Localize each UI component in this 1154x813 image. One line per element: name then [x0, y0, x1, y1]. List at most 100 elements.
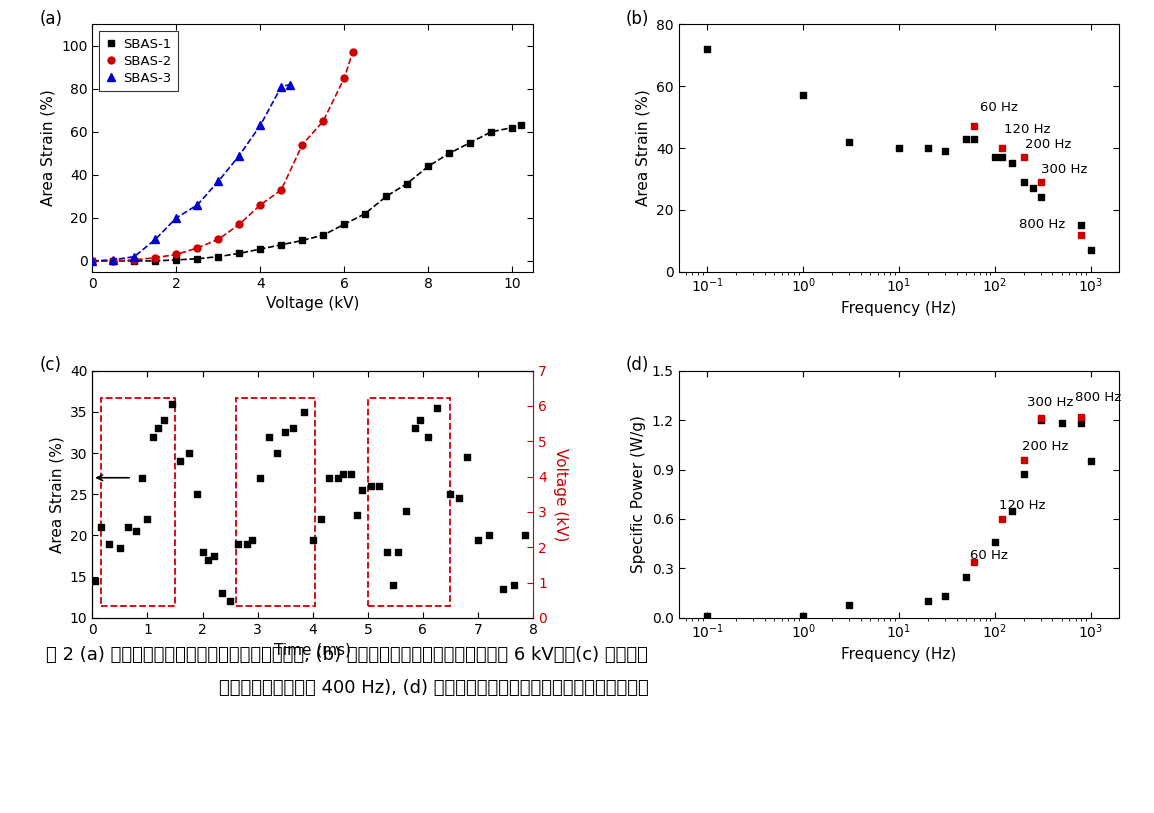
Point — [119, 520, 137, 533]
Point — [111, 541, 129, 554]
SBAS-2 — [254, 200, 268, 210]
SBAS-2 — [295, 140, 309, 150]
Text: 800 Hz: 800 Hz — [1074, 390, 1121, 403]
SBAS-2 — [346, 47, 360, 57]
Point — [1014, 150, 1033, 163]
Point — [1003, 504, 1021, 517]
SBAS-1 — [505, 123, 519, 133]
Point — [268, 446, 286, 459]
SBAS-2 — [211, 234, 225, 244]
Point — [794, 610, 812, 623]
SBAS-2 — [149, 253, 163, 263]
Point — [840, 598, 859, 611]
Text: (d): (d) — [625, 356, 649, 374]
Point — [890, 141, 908, 154]
SBAS-1 — [358, 209, 372, 219]
SBAS-1 — [211, 252, 225, 262]
Point — [369, 480, 388, 493]
Text: 60 Hz: 60 Hz — [969, 549, 1007, 562]
Point — [1072, 411, 1091, 424]
SBAS-3 — [170, 213, 183, 223]
Line: SBAS-1: SBAS-1 — [90, 123, 523, 263]
Point — [986, 536, 1004, 549]
Point — [212, 587, 231, 600]
Point — [427, 401, 445, 414]
SBAS-1 — [463, 137, 477, 147]
Point — [144, 430, 163, 443]
Point — [342, 467, 360, 480]
Point — [994, 150, 1012, 163]
SBAS-2 — [337, 73, 351, 83]
Point — [238, 537, 256, 550]
SBAS-2 — [316, 116, 330, 126]
SBAS-2 — [127, 255, 141, 265]
Point — [397, 504, 415, 517]
Point — [198, 554, 217, 567]
X-axis label: Voltage (kV): Voltage (kV) — [267, 296, 359, 311]
Point — [389, 546, 407, 559]
Point — [1081, 244, 1100, 257]
Point — [252, 472, 270, 485]
Point — [1032, 412, 1050, 425]
Text: 60 Hz: 60 Hz — [980, 101, 1018, 114]
Point — [353, 484, 372, 497]
Point — [242, 533, 261, 546]
Point — [347, 508, 366, 521]
SBAS-1 — [421, 162, 435, 172]
SBAS-3 — [127, 252, 141, 262]
Point — [230, 537, 248, 550]
SBAS-1 — [127, 256, 141, 266]
SBAS-1 — [232, 249, 246, 259]
Point — [1081, 454, 1100, 467]
SBAS-3 — [106, 255, 120, 265]
SBAS-1 — [149, 256, 163, 266]
Point — [1072, 417, 1091, 430]
Point — [840, 135, 859, 148]
Y-axis label: Area Strain (%): Area Strain (%) — [50, 436, 65, 553]
Point — [516, 529, 534, 542]
Y-axis label: Specific Power (W/g): Specific Power (W/g) — [631, 415, 646, 573]
Point — [986, 150, 1004, 163]
Bar — [235, 398, 315, 606]
SBAS-2 — [106, 256, 120, 266]
Point — [450, 492, 469, 505]
Point — [276, 426, 294, 439]
Y-axis label: Area Strain (%): Area Strain (%) — [636, 89, 651, 207]
Point — [919, 141, 937, 154]
Point — [155, 414, 173, 427]
Text: 图 2 (a) 静态电压加载下，形变量随电压变化关系, (b) 动态电压加载变形数据（电压恒定 6 kV），(c) 动态电压: 图 2 (a) 静态电压加载下，形变量随电压变化关系, (b) 动态电压加载变形… — [46, 646, 649, 664]
Text: 200 Hz: 200 Hz — [1025, 138, 1071, 151]
Point — [965, 120, 983, 133]
Point — [936, 145, 954, 158]
Point — [91, 520, 110, 533]
Point — [957, 133, 975, 146]
SBAS-1 — [400, 179, 414, 189]
Point — [383, 578, 402, 591]
Point — [957, 570, 975, 583]
Text: 120 Hz: 120 Hz — [1004, 123, 1050, 136]
Text: 300 Hz: 300 Hz — [1041, 163, 1087, 176]
SBAS-1 — [442, 149, 456, 159]
SBAS-1 — [275, 240, 288, 250]
Point — [149, 422, 167, 435]
Point — [1072, 219, 1091, 232]
SBAS-2 — [275, 185, 288, 195]
Point — [320, 472, 338, 485]
Point — [480, 529, 499, 542]
Point — [1032, 191, 1050, 204]
Point — [138, 512, 157, 525]
Point — [994, 512, 1012, 525]
Point — [361, 480, 380, 493]
Bar — [100, 398, 175, 606]
Text: (b): (b) — [625, 10, 649, 28]
SBAS-1 — [85, 256, 99, 266]
Point — [99, 537, 118, 550]
Y-axis label: Area Strain (%): Area Strain (%) — [40, 89, 55, 207]
SBAS-3 — [149, 234, 163, 244]
SBAS-1 — [337, 220, 351, 229]
SBAS-1 — [485, 127, 499, 137]
Point — [188, 488, 207, 501]
Point — [377, 546, 396, 559]
SBAS-3 — [85, 256, 99, 266]
Text: 200 Hz: 200 Hz — [1021, 440, 1067, 453]
